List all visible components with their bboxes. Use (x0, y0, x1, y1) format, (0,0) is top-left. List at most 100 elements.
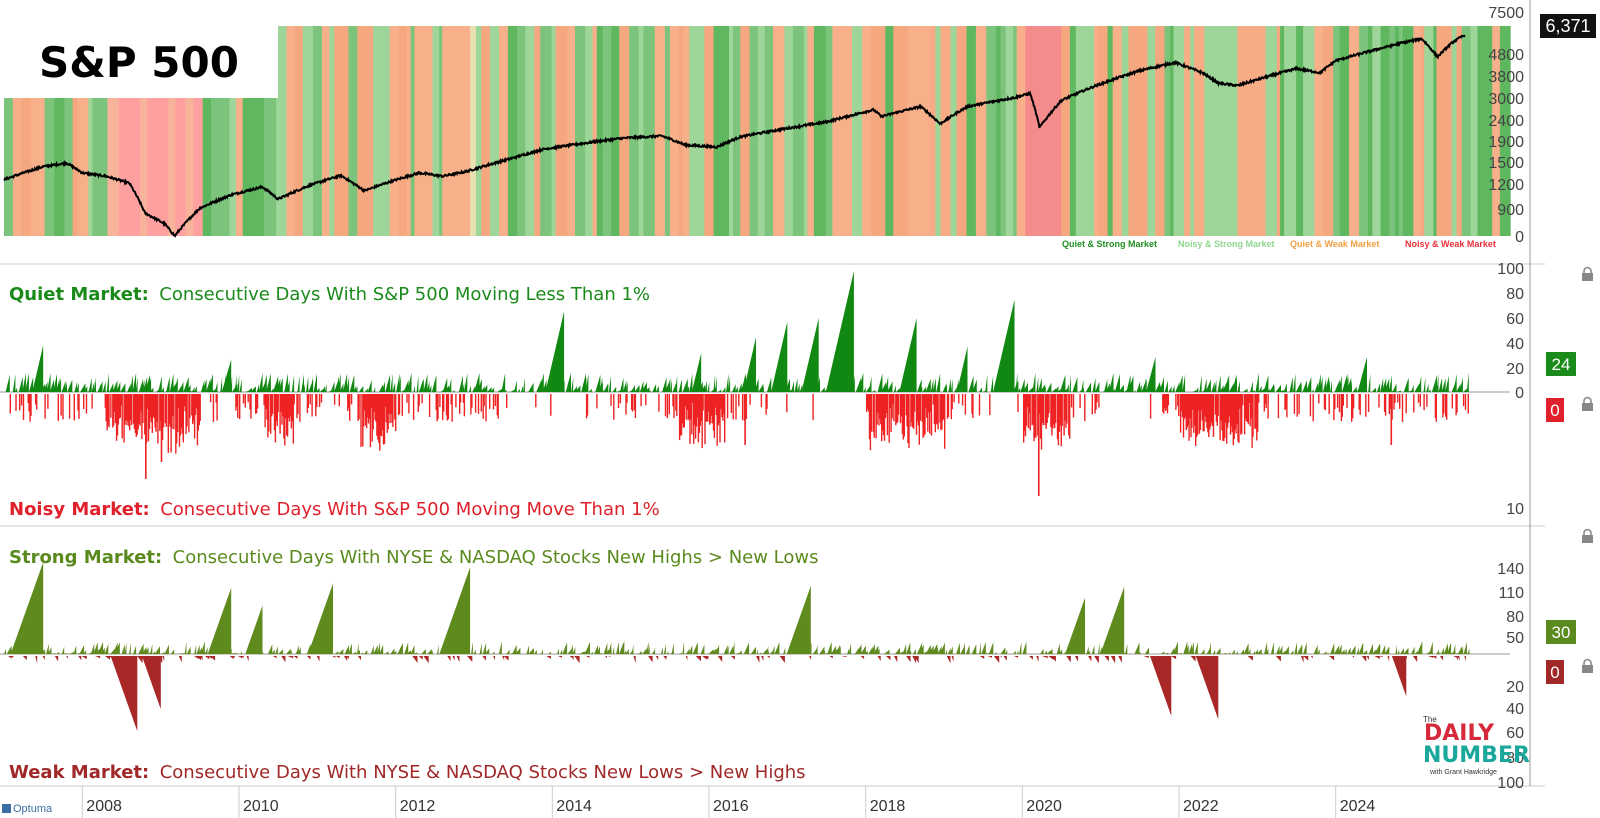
noisy-run (1186, 394, 1188, 428)
noisy-run (494, 394, 497, 406)
regime-band (525, 26, 535, 236)
quiet-run (801, 317, 819, 392)
strong-run (590, 651, 593, 654)
strong-run (756, 648, 759, 654)
strong-run (732, 641, 735, 654)
quiet-run (1414, 383, 1420, 392)
noisy-run (939, 394, 941, 423)
weak-run (1275, 656, 1281, 662)
strong-run (1228, 652, 1231, 654)
noisy-run (268, 394, 270, 432)
strong-run (186, 646, 191, 654)
regime-band (825, 26, 833, 236)
noisy-run (1149, 394, 1152, 419)
noisy-run (1162, 394, 1164, 412)
strong-run (181, 652, 185, 654)
regime-band (585, 26, 594, 236)
regime-band (876, 26, 886, 236)
noisy-run (891, 394, 893, 419)
noisy-run (877, 394, 879, 413)
strong-run (1362, 650, 1368, 654)
noisy-run (889, 394, 891, 409)
strong-run (61, 646, 65, 654)
noisy-run (692, 394, 694, 403)
noisy-run (290, 394, 293, 429)
lock-icon[interactable] (1582, 266, 1593, 282)
noisy-run (1198, 394, 1201, 434)
weak-run (685, 656, 688, 661)
noisy-run (176, 394, 178, 444)
weak-run (307, 656, 311, 660)
quiet-run (186, 384, 191, 392)
strong-run (6, 645, 12, 654)
strong-run (663, 643, 666, 654)
noisy-run (197, 394, 199, 431)
noisy-run (716, 394, 718, 446)
weak-run (605, 656, 607, 659)
noisy-run (915, 394, 918, 435)
quiet-title: Quiet Market: Consecutive Days With S&P … (9, 284, 650, 305)
quiet-run (1255, 373, 1259, 392)
regime-band (12, 26, 23, 236)
lock-icon[interactable] (1582, 658, 1593, 674)
quiet-run (201, 380, 205, 392)
x-tick-year: 2020 (1026, 798, 1062, 815)
noisy-run (1242, 394, 1244, 406)
quiet-run (306, 376, 309, 392)
noisy-run (668, 394, 670, 415)
lock-icon[interactable] (1582, 396, 1593, 412)
noisy-run (1164, 394, 1167, 411)
regime-band (1481, 26, 1493, 236)
noisy-run (702, 394, 704, 411)
noisy-run (1405, 394, 1407, 414)
quiet-run (161, 387, 164, 392)
weak-run (1066, 656, 1071, 663)
quiet-run (132, 372, 137, 392)
noisy-run (723, 394, 725, 415)
weak-run (1457, 656, 1460, 661)
quiet-run (102, 381, 106, 392)
lock-icon[interactable] (1582, 528, 1593, 544)
quiet-run (1182, 374, 1186, 392)
quiet-run (1130, 387, 1133, 392)
noisy-run (315, 394, 317, 417)
x-tick-year: 2018 (870, 798, 906, 815)
regime-band (966, 26, 977, 236)
quiet-run (61, 380, 66, 392)
weak-run (1190, 656, 1196, 662)
weak-run (1041, 656, 1047, 658)
strong-run (1040, 648, 1044, 654)
noisy-run (106, 394, 108, 431)
quiet-run (284, 373, 288, 392)
noisy-run (899, 394, 902, 424)
strong-run (716, 644, 720, 654)
strong-run (1381, 644, 1386, 654)
noisy-run (1378, 394, 1380, 408)
noisy-run (1215, 394, 1218, 422)
weak-run (912, 656, 917, 664)
noisy-run (291, 394, 293, 422)
noisy-run (277, 394, 279, 413)
noisy-run (610, 394, 612, 406)
noisy-run (1352, 394, 1354, 419)
noisy-run (442, 394, 444, 421)
strong-run (557, 648, 559, 654)
sp500-last-value: 6,371 (1540, 14, 1596, 38)
strong-run (278, 649, 284, 654)
noisy-run (1192, 394, 1194, 410)
quiet-run (893, 385, 896, 392)
regime-band (1349, 26, 1353, 236)
strong-run (819, 646, 825, 654)
strong-run (1303, 642, 1307, 654)
weak-run (1051, 656, 1056, 662)
noisy-run (1341, 394, 1343, 417)
quiet-run (689, 373, 693, 392)
noisy-run (299, 394, 301, 422)
regime-band (1061, 26, 1071, 236)
quiet-run (1123, 389, 1128, 392)
noisy-run (1057, 394, 1060, 446)
strong-run (1091, 645, 1095, 654)
noisy-run (189, 394, 191, 418)
noisy-run (165, 394, 168, 427)
regime-band (1256, 26, 1267, 236)
